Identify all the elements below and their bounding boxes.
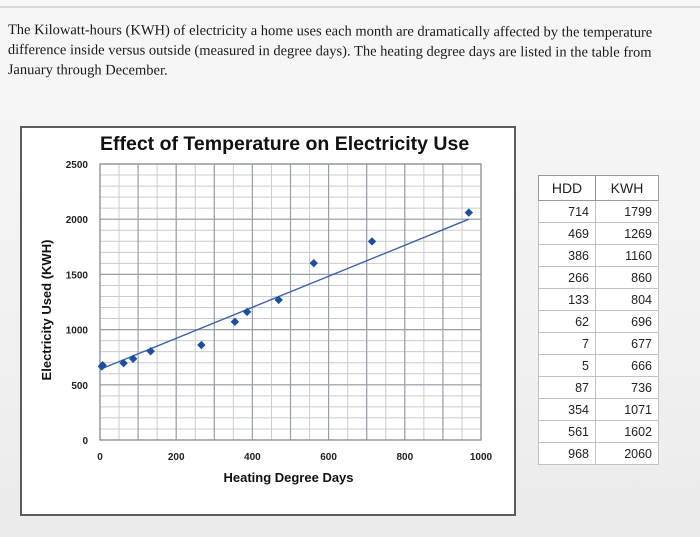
y-tick-label: 2500	[66, 160, 89, 171]
x-axis-label: Heating Degree Days	[223, 470, 353, 485]
y-tick-label: 1500	[66, 270, 89, 281]
x-tick-label: 0	[97, 452, 103, 463]
cell-kwh: 736	[595, 376, 659, 399]
cell-kwh: 666	[595, 354, 659, 377]
table-row: 469 1269	[538, 222, 659, 245]
data-point	[230, 317, 240, 326]
y-tick-label: 0	[82, 436, 88, 447]
top-divider	[0, 6, 700, 8]
cell-hdd: 62	[538, 310, 596, 333]
cell-hdd: 714	[538, 200, 596, 223]
chart-title: Effect of Temperature on Electricity Use	[100, 133, 470, 155]
data-point	[242, 307, 252, 317]
cell-hdd: 354	[538, 398, 596, 421]
table-row: 561 1602	[538, 420, 659, 443]
x-tick-label: 800	[396, 452, 413, 463]
data-point	[197, 340, 206, 350]
cell-hdd: 266	[538, 266, 596, 289]
y-axis-label: Electricity Used (KWH)	[39, 240, 54, 381]
plot-area	[99, 163, 482, 441]
data-points	[97, 208, 474, 371]
data-point	[309, 258, 318, 268]
table-row: 354 1071	[538, 398, 659, 421]
x-tick-label: 400	[244, 452, 261, 463]
table-row: 5 666	[538, 354, 659, 377]
cell-hdd: 7	[538, 332, 596, 355]
cell-kwh: 1160	[595, 244, 659, 267]
y-tick-labels: 0 500 1000 1500 2000 2500	[66, 160, 89, 447]
cell-hdd: 561	[538, 420, 596, 443]
cell-hdd: 87	[538, 376, 596, 399]
trendline	[99, 218, 470, 370]
cell-hdd: 5	[538, 354, 596, 377]
header-hdd: HDD	[538, 175, 596, 201]
hdd-kwh-table: HDD KWH 714 1799 469 1269 386 1160 266 860 133 80…	[538, 175, 659, 465]
cell-kwh: 2060	[595, 442, 659, 465]
y-tick-label: 500	[71, 381, 88, 392]
header-kwh: KWH	[595, 175, 659, 201]
x-tick-label: 600	[320, 452, 337, 463]
cell-hdd: 469	[538, 222, 596, 245]
cell-kwh: 1602	[595, 420, 659, 443]
y-tick-label: 1000	[66, 326, 89, 337]
table-row: 87 736	[538, 376, 659, 399]
cell-hdd: 133	[538, 288, 596, 311]
cell-kwh: 1071	[595, 398, 659, 421]
table-row: 266 860	[538, 266, 659, 289]
cell-kwh: 1799	[595, 200, 659, 223]
cell-hdd: 968	[538, 442, 596, 465]
table-row: 7 677	[538, 332, 659, 355]
data-point	[274, 295, 283, 305]
data-point	[367, 237, 377, 246]
table-row: 714 1799	[538, 200, 659, 223]
cell-kwh: 860	[595, 266, 659, 289]
data-point	[128, 354, 138, 363]
cell-kwh: 696	[595, 310, 659, 333]
cell-kwh: 1269	[595, 222, 659, 245]
x-tick-label: 1000	[470, 452, 493, 463]
table-header-row: HDD KWH	[538, 175, 659, 201]
cell-hdd: 386	[538, 244, 596, 267]
data-point	[119, 358, 128, 368]
table-row: 386 1160	[538, 244, 659, 267]
chart-frame	[20, 126, 516, 516]
cell-kwh: 677	[595, 332, 659, 355]
table-row: 968 2060	[538, 442, 659, 465]
cell-kwh: 804	[595, 288, 659, 311]
table-row: 62 696	[538, 310, 659, 333]
x-tick-label: 200	[168, 452, 185, 463]
x-tick-labels: 0 200 400 600 800 1000	[97, 452, 492, 463]
data-point	[464, 208, 474, 217]
y-tick-label: 2000	[66, 215, 89, 226]
data-point	[97, 362, 107, 371]
major-grid	[99, 163, 482, 441]
table-row: 133 804	[538, 288, 659, 311]
data-point	[146, 347, 155, 356]
